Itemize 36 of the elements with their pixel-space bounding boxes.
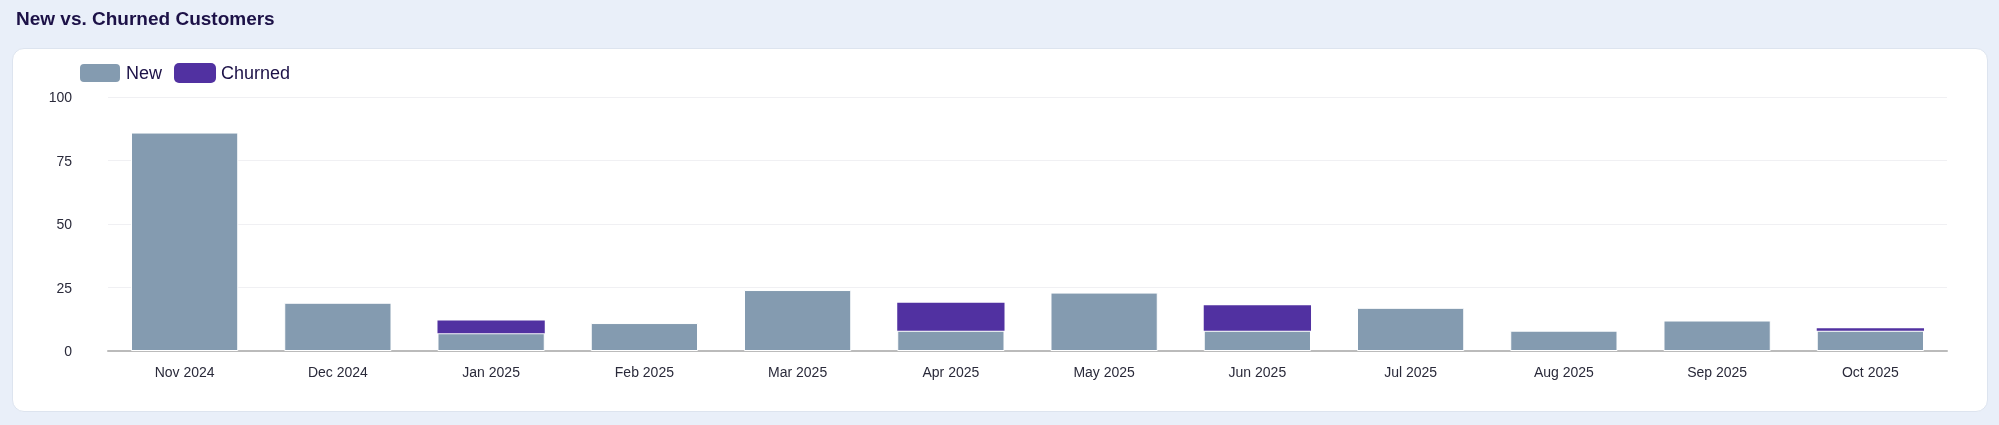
bar [1663, 320, 1771, 351]
x-tick-label: Dec 2024 [307, 364, 369, 380]
bar [284, 302, 392, 351]
bar [897, 330, 1005, 351]
x-tick-label: Sep 2025 [1687, 364, 1748, 380]
bar [130, 132, 239, 351]
y-tick-label: 25 [56, 279, 73, 296]
x-tick-label: Jun 2025 [1228, 364, 1287, 380]
bar [437, 333, 545, 351]
y-tick-label: 75 [56, 152, 73, 169]
y-tick-label: 0 [64, 343, 73, 359]
x-tick-label: Nov 2024 [154, 364, 215, 380]
bar [437, 320, 545, 334]
x-tick-label: Feb 2025 [614, 364, 675, 380]
x-tick-label: Jan 2025 [462, 364, 521, 380]
x-tick-label: Aug 2025 [1533, 364, 1595, 380]
x-tick-label: Jul 2025 [1384, 364, 1438, 380]
bar [1816, 328, 1925, 331]
bar [1356, 307, 1465, 351]
x-tick-label: Mar 2025 [768, 364, 828, 380]
x-tick-label: May 2025 [1073, 364, 1136, 380]
x-tick-label: Oct 2025 [1841, 364, 1899, 380]
bar [590, 323, 699, 351]
bar [743, 290, 852, 351]
x-tick-label: Apr 2025 [922, 364, 980, 380]
legend-label: Churned [221, 63, 291, 83]
bar [897, 302, 1005, 331]
bar [1050, 292, 1158, 351]
legend-label: New [126, 63, 164, 83]
y-tick-label: 100 [48, 89, 73, 105]
bar [1510, 330, 1618, 351]
chart-title: New vs. Churned Customers [16, 8, 275, 30]
bar [1203, 305, 1312, 331]
bar [1203, 330, 1312, 351]
y-tick-label: 50 [56, 216, 73, 232]
bar [1816, 330, 1925, 351]
